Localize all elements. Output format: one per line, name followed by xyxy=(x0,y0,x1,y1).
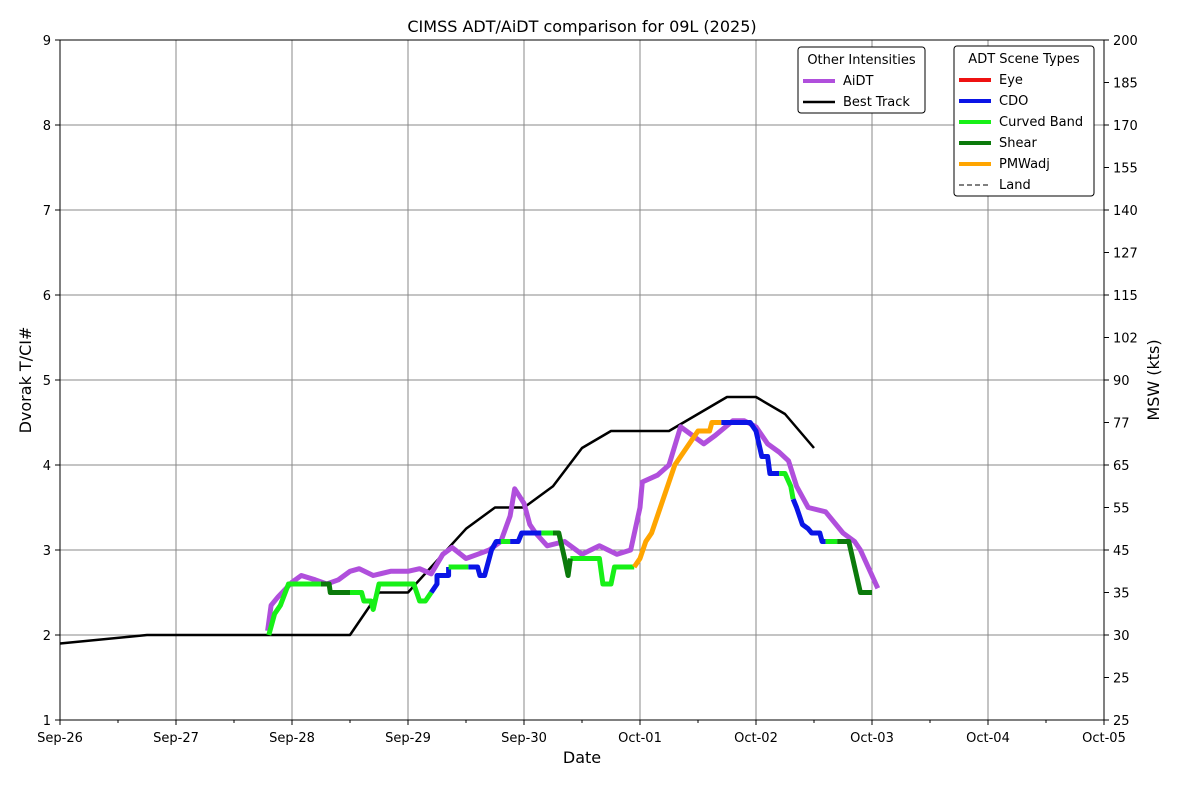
legend-label: CDO xyxy=(999,94,1028,109)
y-tick-label: 2 xyxy=(43,629,51,644)
legend-label: AiDT xyxy=(843,74,874,89)
legend-box xyxy=(797,46,926,114)
y2-tick-label: 170 xyxy=(1113,119,1138,134)
y2-tick-label: 90 xyxy=(1113,374,1130,389)
y-tick-label: 6 xyxy=(43,289,51,304)
y-axis-label: Dvorak T/CI# xyxy=(16,327,35,434)
y2-tick-label: 30 xyxy=(1113,629,1130,644)
y2-tick-label: 55 xyxy=(1113,502,1130,517)
x-tick-label: Oct-02 xyxy=(734,731,778,746)
legend-label: Curved Band xyxy=(999,115,1083,130)
series-line xyxy=(632,420,722,569)
x-tick-label: Oct-03 xyxy=(850,731,894,746)
legend-label: Land xyxy=(999,178,1031,193)
y2-tick-label: 77 xyxy=(1113,417,1130,432)
y-tick-label: 7 xyxy=(43,204,51,219)
y2-tick-label: 65 xyxy=(1113,459,1130,474)
y-tick-label: 3 xyxy=(43,544,51,559)
y2-tick-label: 185 xyxy=(1113,77,1138,92)
y-tick-label: 5 xyxy=(43,374,51,389)
legend-box xyxy=(953,45,1095,197)
series-line xyxy=(265,418,881,632)
series-line xyxy=(429,420,826,594)
x-tick-label: Sep-26 xyxy=(37,731,83,746)
y-tick-label: 4 xyxy=(43,459,51,474)
y2-tick-label: 45 xyxy=(1113,544,1130,559)
x-tick-label: Sep-27 xyxy=(153,731,199,746)
y2-tick-label: 25 xyxy=(1113,714,1130,729)
legend-label: Eye xyxy=(999,73,1023,88)
y2-tick-label: 200 xyxy=(1113,34,1138,49)
y2-tick-label: 102 xyxy=(1113,332,1138,347)
y2-tick-label: 25 xyxy=(1113,672,1130,687)
x-tick-label: Oct-04 xyxy=(966,731,1010,746)
x-tick-label: Sep-28 xyxy=(269,731,315,746)
legend-label: Best Track xyxy=(843,95,910,110)
x-tick-label: Sep-29 xyxy=(385,731,431,746)
y2-tick-label: 140 xyxy=(1113,204,1138,219)
series-line xyxy=(59,395,815,645)
y2-axis-label: MSW (kts) xyxy=(1144,339,1163,420)
y-tick-label: 9 xyxy=(43,34,51,49)
chart-title: CIMSS ADT/AiDT comparison for 09L (2025) xyxy=(407,17,756,36)
series-line xyxy=(321,530,872,595)
y2-tick-label: 115 xyxy=(1113,289,1138,304)
y-tick-label: 1 xyxy=(43,714,51,729)
plot-frame xyxy=(59,39,1105,721)
legend-title: ADT Scene Types xyxy=(968,52,1080,67)
x-tick-label: Sep-30 xyxy=(501,731,547,746)
y2-tick-label: 35 xyxy=(1113,587,1130,602)
legend-label: PMWadj xyxy=(999,157,1050,172)
y2-tick-label: 127 xyxy=(1113,247,1138,262)
y2-tick-label: 155 xyxy=(1113,162,1138,177)
x-tick-label: Oct-01 xyxy=(618,731,662,746)
legend-label: Shear xyxy=(999,136,1037,151)
series-line xyxy=(266,471,838,636)
y-tick-label: 8 xyxy=(43,119,51,134)
x-tick-label: Oct-05 xyxy=(1082,731,1126,746)
x-axis-label: Date xyxy=(563,748,601,767)
legend-title: Other Intensities xyxy=(807,53,916,68)
